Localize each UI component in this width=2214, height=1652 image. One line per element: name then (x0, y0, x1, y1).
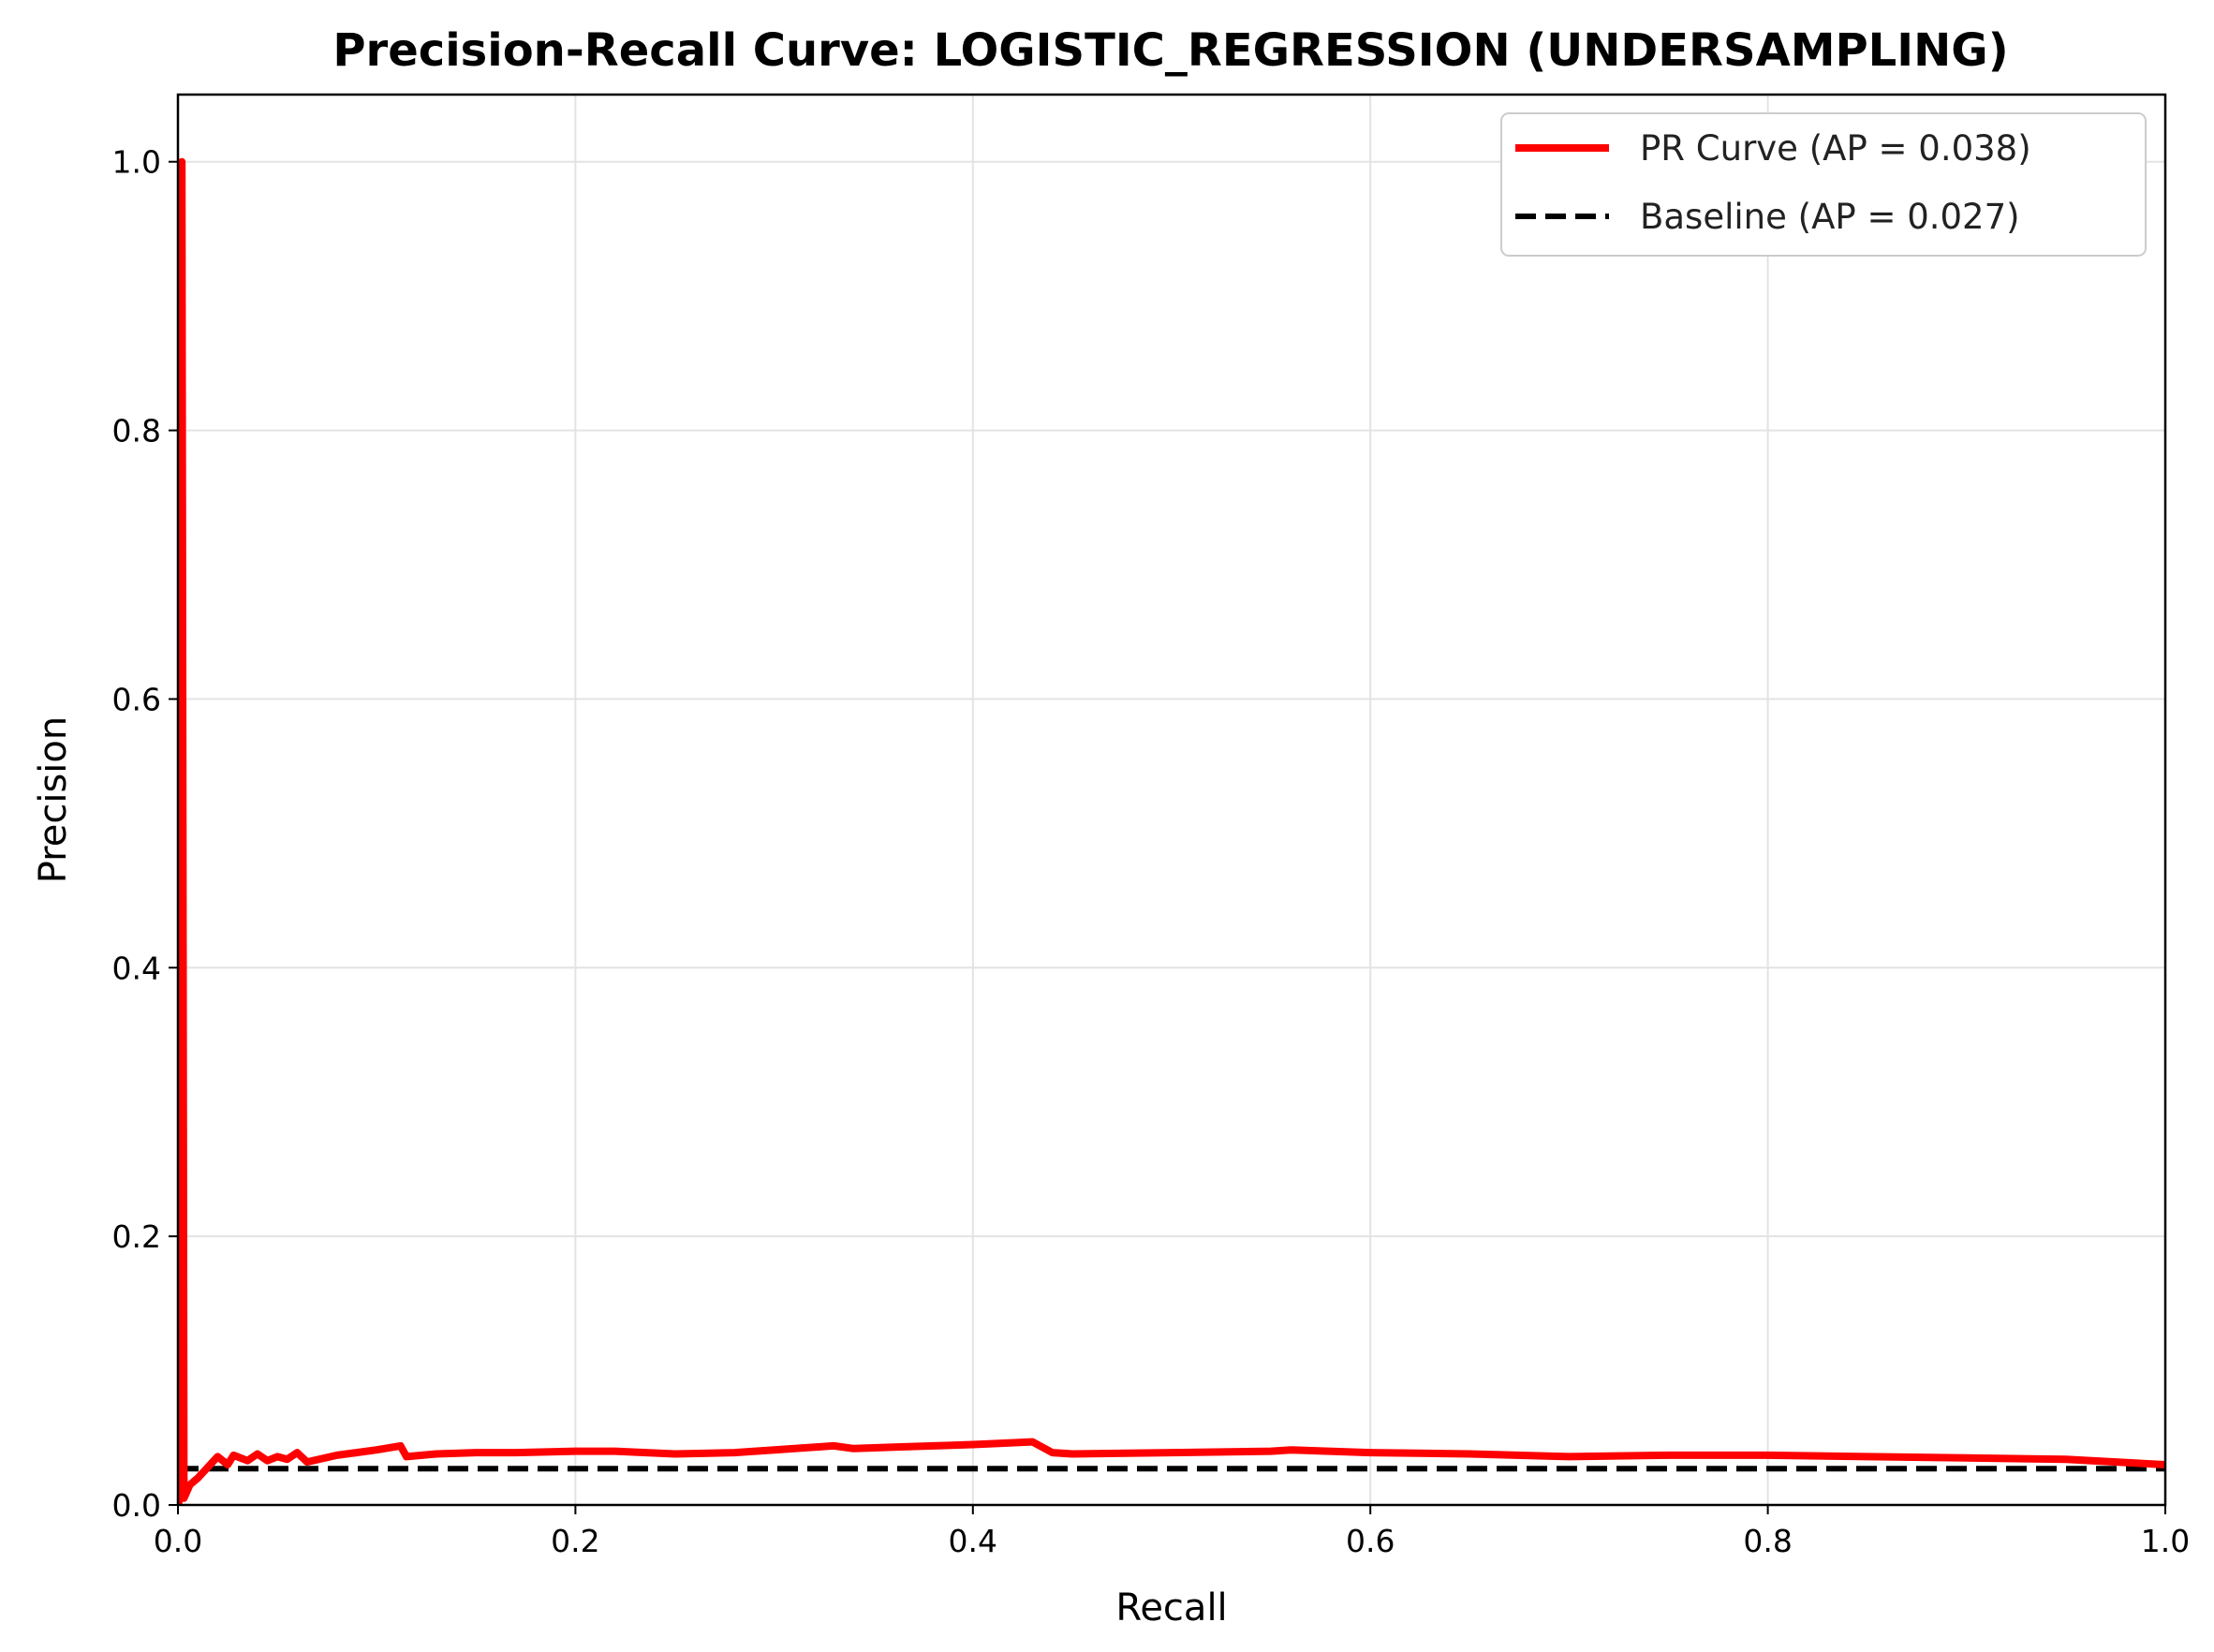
y-tick-label: 0.0 (112, 1487, 161, 1524)
y-tick-label: 0.2 (112, 1218, 161, 1255)
y-axis: 0.0 0.2 0.4 0.6 0.8 1.0 (112, 144, 178, 1524)
x-tick-label: 0.2 (551, 1523, 599, 1559)
y-tick-label: 0.6 (112, 681, 161, 717)
x-tick-label: 0.8 (1743, 1523, 1792, 1559)
x-axis-label: Recall (1115, 1586, 1227, 1630)
legend-frame (1500, 112, 2147, 257)
x-tick-label: 1.0 (2141, 1523, 2190, 1559)
y-axis-label: Precision (32, 716, 75, 883)
x-tick-label: 0.0 (154, 1523, 202, 1559)
legend-label-baseline: Baseline (AP = 0.027) (1640, 197, 2020, 237)
y-tick-label: 1.0 (112, 144, 161, 181)
legend: PR Curve (AP = 0.038) Baseline (AP = 0.0… (1500, 112, 2147, 257)
pr-curve-series-line (178, 157, 2165, 1505)
plot-frame (176, 93, 2167, 1507)
grid (177, 95, 2166, 1506)
x-tick-label: 0.6 (1346, 1523, 1395, 1559)
series-group (178, 157, 2165, 1505)
chart-title: Precision-Recall Curve: LOGISTIC_REGRESS… (332, 24, 2008, 77)
y-tick-label: 0.4 (112, 950, 161, 986)
y-tick-label: 0.8 (112, 413, 161, 450)
legend-label-pr-curve: PR Curve (AP = 0.038) (1640, 128, 2031, 169)
x-axis: 0.0 0.2 0.4 0.6 0.8 1.0 (154, 1505, 2190, 1559)
x-tick-label: 0.4 (949, 1523, 997, 1559)
